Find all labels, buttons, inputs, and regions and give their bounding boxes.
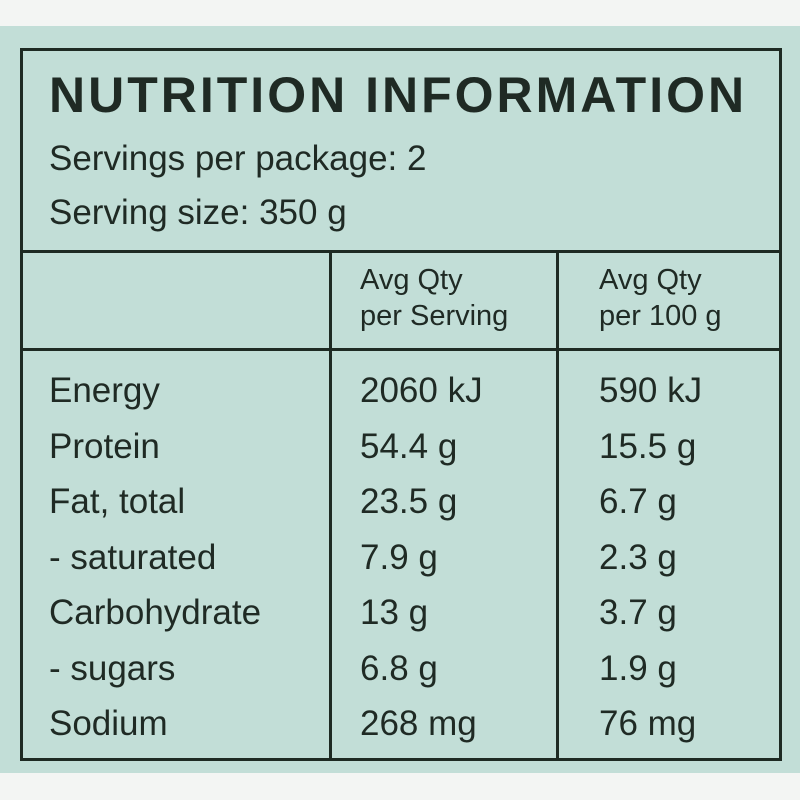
nutrient-name: Carbohydrate	[49, 593, 262, 632]
divider-column-1	[329, 250, 332, 758]
nutrient-name: - saturated	[49, 537, 217, 577]
nutrition-panel: NUTRITION INFORMATION Servings per packa…	[20, 48, 782, 761]
table-row: Energy 2060 kJ 590 kJ	[23, 363, 779, 419]
column-header-per-100g: Avg Qty per 100 g	[599, 262, 722, 334]
qty-per-serving: 13 g	[360, 593, 429, 632]
nutrient-table-body: Energy 2060 kJ 590 kJ Protein 54.4 g 15.…	[23, 363, 779, 752]
table-row: Protein 54.4 g 15.5 g	[23, 419, 779, 475]
column-header-per-serving: Avg Qty per Serving	[360, 262, 508, 334]
servings-per-package: Servings per package: 2	[49, 139, 427, 178]
qty-per-serving: 268 mg	[360, 704, 477, 743]
panel-header: NUTRITION INFORMATION Servings per packa…	[23, 51, 779, 251]
nutrient-name: Protein	[49, 426, 160, 466]
nutrient-name: Energy	[49, 371, 160, 410]
nutrient-name: Sodium	[49, 704, 168, 743]
column-header-line: Avg Qty	[599, 264, 702, 296]
qty-per-100g: 1.9 g	[599, 648, 677, 688]
table-row: - sugars 6.8 g 1.9 g	[23, 641, 779, 697]
table-row: Carbohydrate 13 g 3.7 g	[23, 585, 779, 641]
qty-per-serving: 2060 kJ	[360, 371, 483, 410]
qty-per-100g: 15.5 g	[599, 426, 697, 466]
serving-size: Serving size: 350 g	[49, 193, 347, 232]
nutrient-name: Fat, total	[49, 482, 186, 521]
panel-title: NUTRITION INFORMATION	[49, 67, 748, 123]
table-row: Sodium 268 mg 76 mg	[23, 696, 779, 752]
column-header-line: per Serving	[360, 300, 509, 332]
qty-per-serving: 54.4 g	[360, 426, 458, 466]
nutrient-name: - sugars	[49, 648, 176, 688]
divider-column-2	[556, 250, 559, 758]
column-header-line: per 100 g	[599, 300, 722, 332]
qty-per-100g: 76 mg	[599, 704, 697, 743]
column-header-line: Avg Qty	[360, 264, 463, 296]
qty-per-serving: 6.8 g	[360, 648, 438, 688]
qty-per-serving: 7.9 g	[360, 537, 438, 577]
divider-column-headers	[23, 348, 779, 351]
table-row: - saturated 7.9 g 2.3 g	[23, 530, 779, 586]
table-row: Fat, total 23.5 g 6.7 g	[23, 474, 779, 530]
qty-per-100g: 590 kJ	[599, 371, 703, 410]
qty-per-100g: 3.7 g	[599, 593, 677, 632]
qty-per-serving: 23.5 g	[360, 482, 458, 521]
qty-per-100g: 6.7 g	[599, 482, 677, 521]
divider-header	[23, 250, 779, 253]
qty-per-100g: 2.3 g	[599, 537, 677, 577]
